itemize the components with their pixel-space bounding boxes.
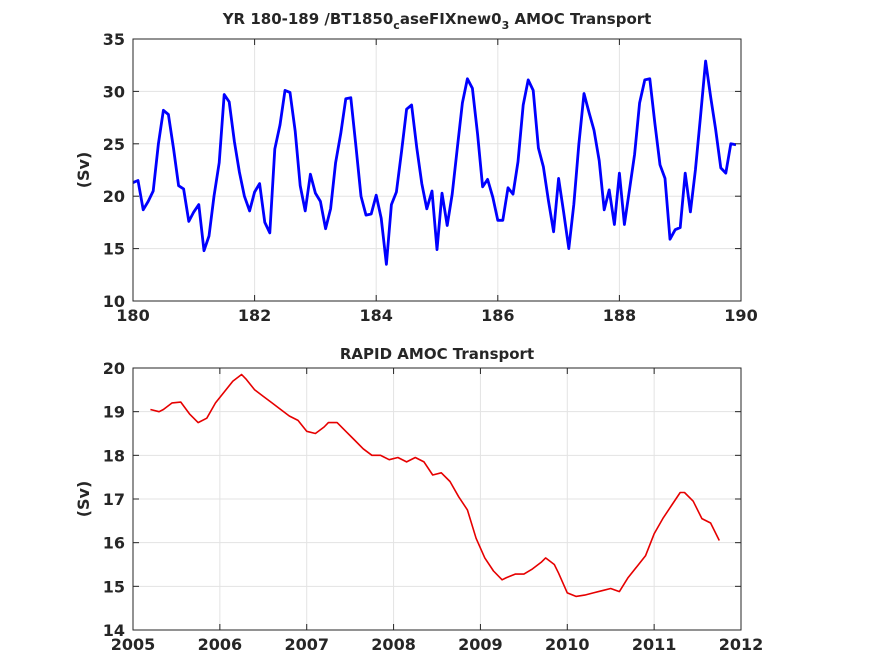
bottom-chart-axes: 2005 2006 2007 2008 2009 2010 2011 2012 14 15 16 17… (74, 345, 763, 654)
bottom-y-tick-label: 15 (103, 577, 125, 596)
bottom-x-tick-label: 2006 (198, 635, 243, 654)
bottom-chart-ticks: 2005 2006 2007 2008 2009 2010 2011 2012 14 15 16 17… (103, 359, 764, 654)
bottom-x-tick-label: 2008 (371, 635, 416, 654)
top-x-tick-label: 190 (724, 306, 757, 325)
top-y-tick-label: 35 (103, 30, 125, 49)
bottom-chart-title: RAPID AMOC Transport (340, 345, 534, 363)
top-y-tick-label: 15 (103, 240, 125, 259)
top-chart-title: YR 180-189 /BT1850caseFIXnew03 AMOC Tran… (222, 10, 652, 32)
top-y-tick-label: 10 (103, 292, 125, 311)
bottom-y-tick-label: 20 (103, 359, 125, 378)
bottom-x-tick-label: 2005 (111, 635, 156, 654)
bottom-y-tick-label: 17 (103, 490, 125, 509)
top-x-tick-label: 188 (603, 306, 636, 325)
bottom-y-tick-label: 16 (103, 534, 125, 553)
top-x-tick-label: 186 (481, 306, 514, 325)
top-chart-axes: 180 182 184 186 188 190 10 15 20 25 30 35 YR 180-18… (74, 10, 758, 325)
bottom-y-tick-label: 14 (103, 621, 125, 640)
bottom-x-tick-label: 2007 (284, 635, 329, 654)
top-x-tick-label: 182 (238, 306, 271, 325)
top-chart-ticks: 180 182 184 186 188 190 10 15 20 25 30 35 (103, 30, 758, 325)
bottom-x-tick-label: 2010 (545, 635, 590, 654)
bottom-y-tick-label: 19 (103, 403, 125, 422)
top-y-tick-label: 25 (103, 135, 125, 154)
top-x-tick-label: 180 (116, 306, 149, 325)
bottom-y-axis-label: (Sv) (74, 481, 93, 518)
top-x-tick-label: 184 (359, 306, 392, 325)
bottom-series-line (150, 373, 721, 598)
top-y-tick-label: 20 (103, 187, 125, 206)
top-y-axis-label: (Sv) (74, 152, 93, 189)
bottom-x-tick-label: 2011 (632, 635, 677, 654)
top-y-tick-label: 30 (103, 82, 125, 101)
bottom-x-tick-label: 2012 (719, 635, 764, 654)
bottom-x-tick-label: 2009 (458, 635, 503, 654)
top-series-line (132, 59, 737, 266)
bottom-y-tick-label: 18 (103, 446, 125, 465)
